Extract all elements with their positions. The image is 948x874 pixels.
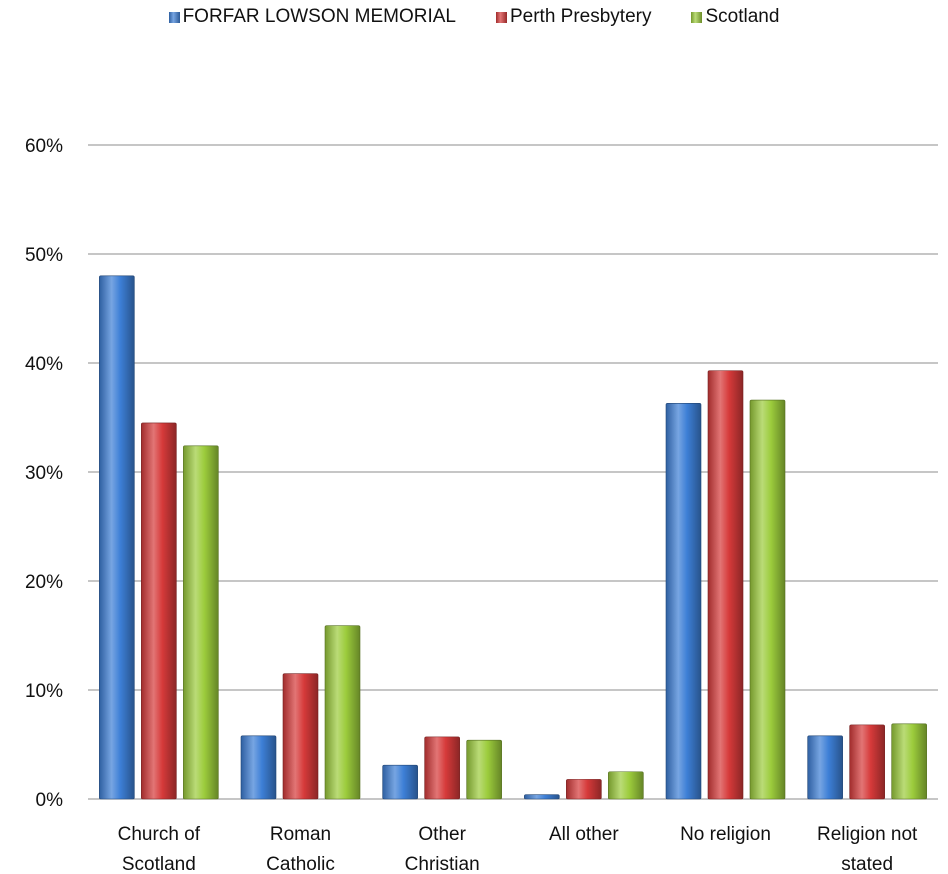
bar: [382, 764, 418, 800]
y-tick-label: 30%: [25, 463, 63, 484]
bar: [282, 673, 319, 800]
legend-item-perth: Perth Presbytery: [495, 6, 652, 28]
bar: [707, 370, 744, 800]
y-tick-label: 20%: [25, 572, 63, 593]
legend-label-forfar: FORFAR LOWSON MEMORIAL: [182, 6, 456, 27]
x-tick-label: Religion not: [817, 824, 918, 845]
y-tick-label: 0%: [36, 790, 64, 811]
y-tick-label: 60%: [25, 136, 63, 157]
x-tick-label: Catholic: [266, 854, 335, 874]
legend-swatch-perth: [495, 11, 507, 23]
x-tick-label: All other: [549, 824, 619, 845]
x-tick-label: Roman: [270, 824, 331, 845]
legend-label-perth: Perth Presbytery: [509, 6, 652, 27]
legend-item-forfar: FORFAR LOWSON MEMORIAL: [168, 6, 456, 28]
x-tick-label: Scotland: [122, 854, 196, 874]
legend-item-scotland: Scotland: [691, 6, 779, 28]
y-tick-label: 10%: [25, 681, 63, 702]
bar: [141, 422, 177, 800]
bar: [183, 445, 219, 800]
bar: [807, 735, 843, 800]
chart-legend: FORFAR LOWSON MEMORIAL Perth Presbytery …: [0, 6, 948, 28]
x-tick-label: stated: [841, 854, 893, 874]
bar: [424, 736, 460, 800]
x-tick-label: Christian: [405, 854, 480, 874]
bar: [99, 275, 135, 800]
y-tick-label: 50%: [25, 245, 63, 266]
x-tick-label: Church of: [118, 824, 201, 845]
legend-swatch-scotland: [691, 11, 703, 23]
x-tick-label: No religion: [680, 824, 771, 845]
x-tick-label: Other: [418, 824, 466, 845]
bar: [324, 625, 361, 800]
bar: [240, 735, 277, 800]
bar: [566, 779, 602, 800]
bar: [749, 399, 786, 800]
bar: [849, 724, 885, 800]
y-tick-label: 40%: [25, 354, 63, 375]
bar: [466, 739, 502, 800]
bar: [891, 723, 927, 800]
bar: [608, 771, 644, 800]
legend-swatch-forfar: [168, 11, 180, 23]
bar: [524, 794, 560, 800]
bar: [665, 403, 702, 800]
legend-label-scotland: Scotland: [705, 6, 780, 27]
